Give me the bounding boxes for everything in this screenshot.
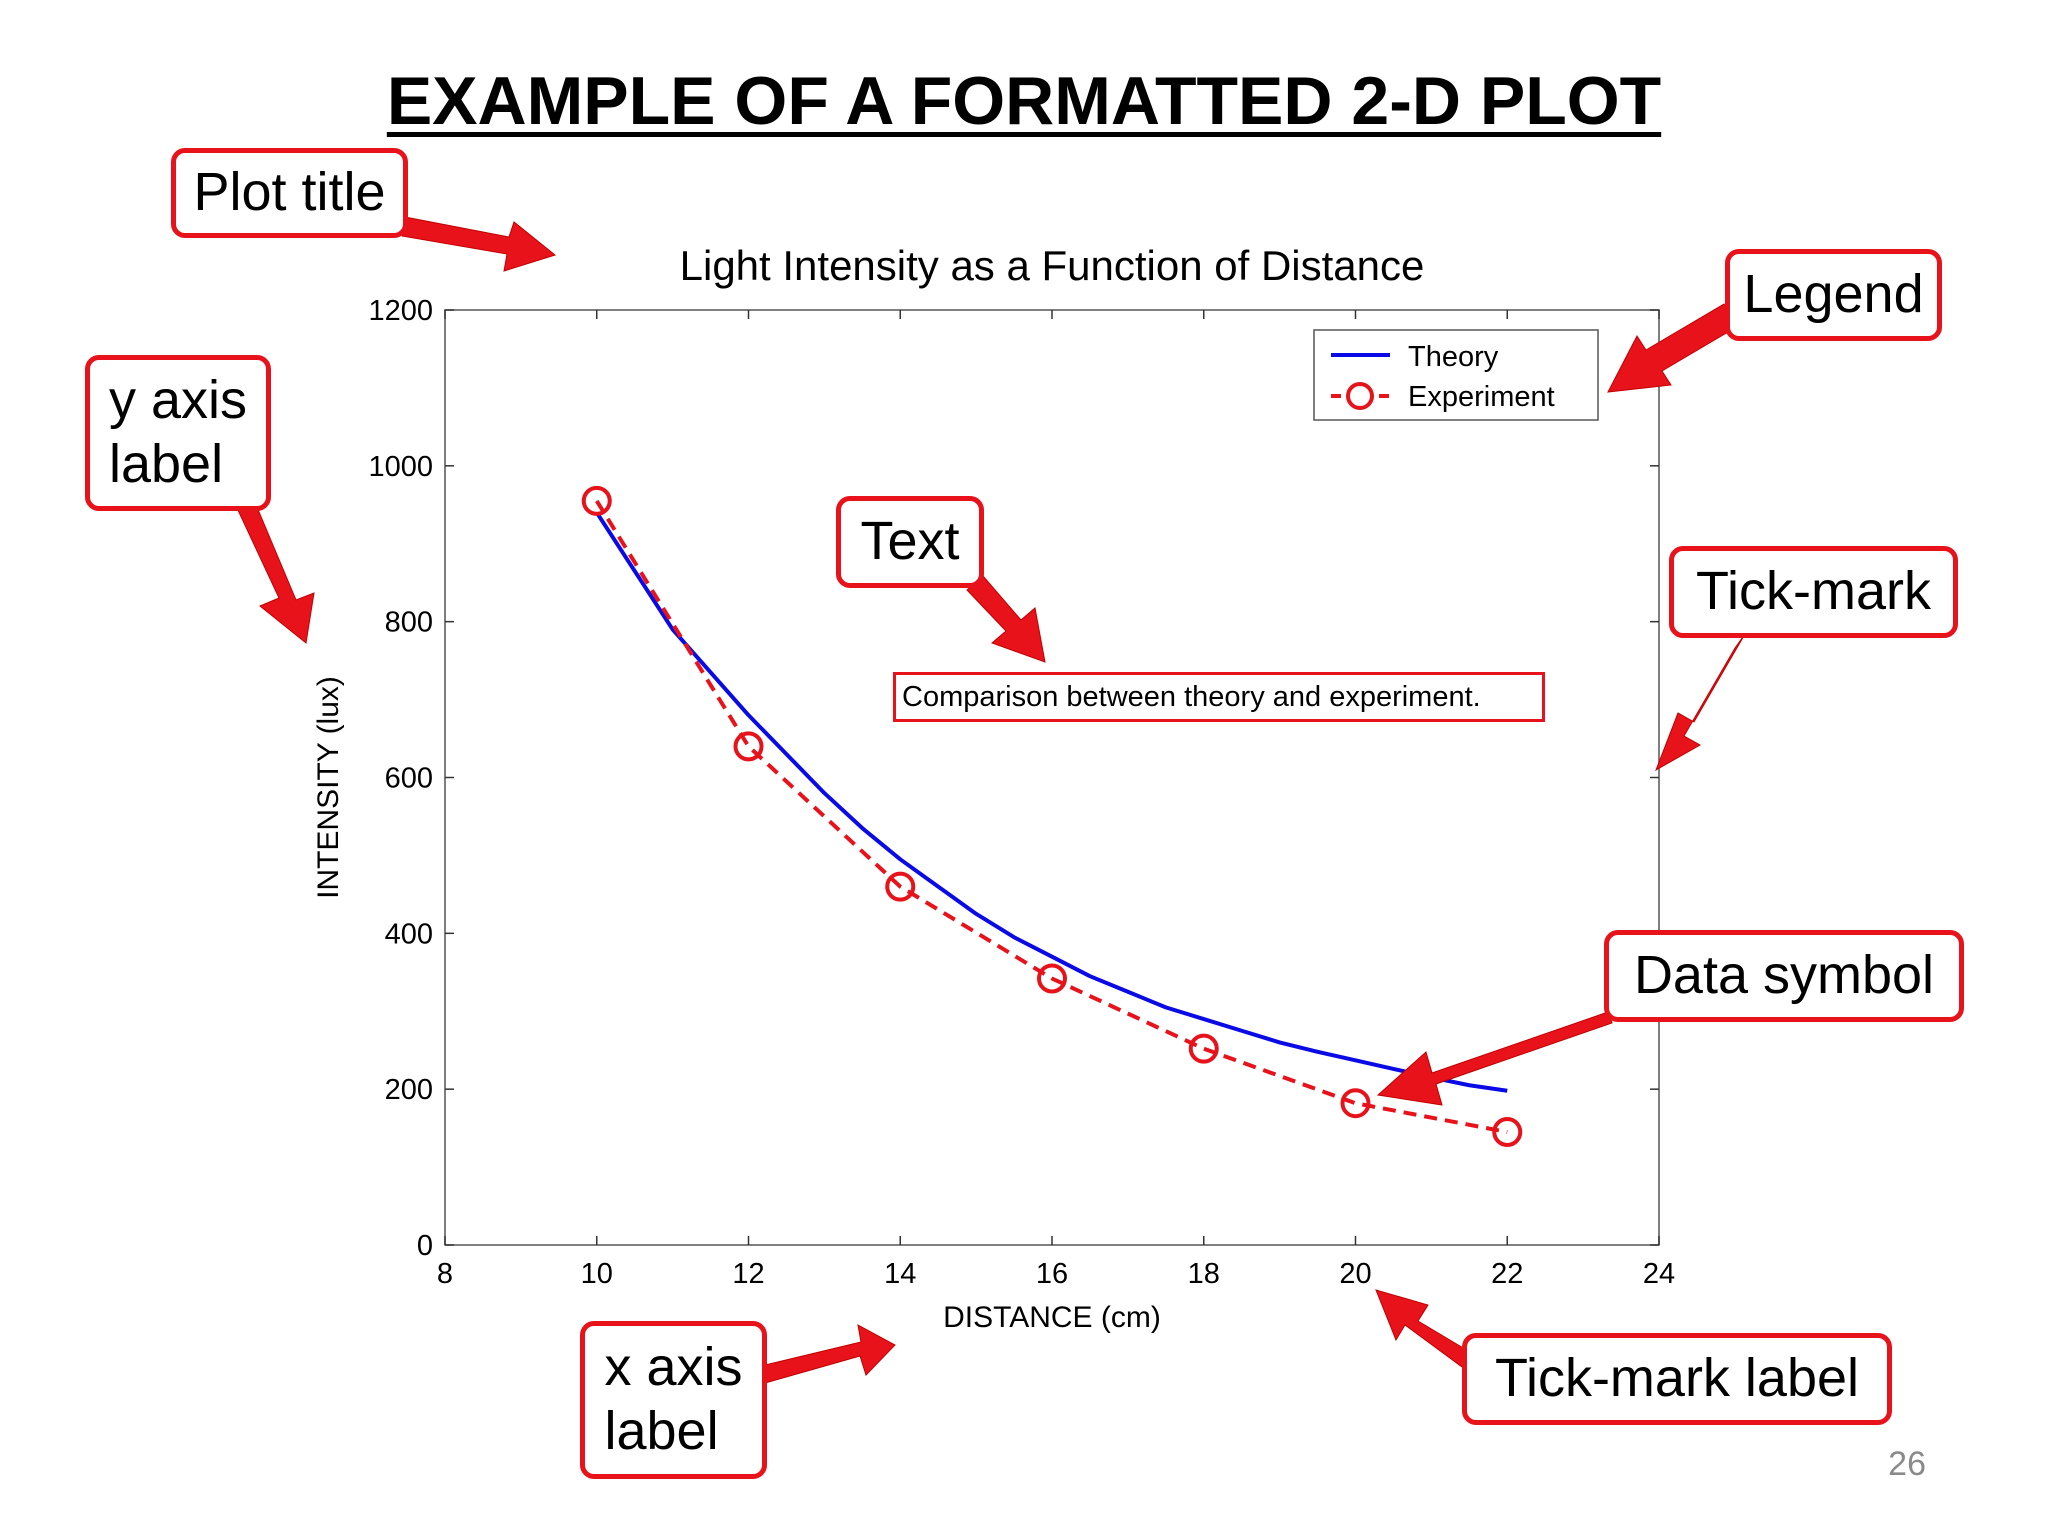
- y-axis-label: INTENSITY (lux): [312, 676, 345, 899]
- page-number: 26: [1888, 1445, 1926, 1483]
- experiment-series-line: [595, 499, 1508, 1134]
- chart-annotation-text: Comparison between theory and experiment…: [893, 672, 1545, 722]
- experiment-data-point: [1492, 1117, 1523, 1148]
- y-tick-label: 800: [385, 607, 433, 639]
- legend-callout: Legend: [1725, 249, 1942, 341]
- x-tick-label: 16: [1036, 1258, 1068, 1290]
- y-tick-label: 400: [385, 918, 433, 950]
- tick-mark-callout: Tick-mark: [1669, 546, 1958, 638]
- data-symbol-callout: Data symbol: [1604, 930, 1964, 1022]
- legend-experiment-marker: [1346, 382, 1374, 410]
- experiment-data-point: [1037, 963, 1067, 994]
- x-tick-label: 10: [581, 1258, 613, 1290]
- y-tick-label: 0: [417, 1230, 433, 1262]
- chart-title: Light Intensity as a Function of Distanc…: [680, 242, 1425, 289]
- text-callout: Text: [836, 496, 984, 588]
- plot-title-callout: Plot title: [171, 148, 408, 238]
- y-tick-label: 1000: [368, 451, 433, 483]
- y-axis-label-callout: y axis label: [85, 355, 271, 511]
- experiment-data-point: [581, 485, 612, 516]
- theory-series-line: [595, 511, 1508, 1093]
- legend-theory-label: Theory: [1408, 341, 1499, 373]
- experiment-data-point: [1188, 1033, 1219, 1064]
- x-tick-label: 20: [1339, 1258, 1371, 1290]
- y-tick-label: 200: [385, 1074, 433, 1106]
- x-tick-label: 18: [1188, 1258, 1220, 1290]
- x-tick-label: 12: [732, 1258, 764, 1290]
- plot-area-frame: [444, 309, 1660, 1246]
- x-tick-label: 22: [1491, 1258, 1523, 1290]
- slide-title: EXAMPLE OF A FORMATTED 2-D PLOT: [386, 63, 1662, 139]
- tick-mark-label-callout: Tick-mark label: [1462, 1333, 1892, 1425]
- x-axis-label-callout: x axis label: [580, 1321, 767, 1479]
- experiment-data-point: [1340, 1088, 1371, 1119]
- x-tick-label: 14: [884, 1258, 916, 1290]
- y-tick-label: 1200: [368, 295, 433, 327]
- x-tick-label: 24: [1643, 1258, 1675, 1290]
- experiment-data-point: [885, 871, 916, 902]
- legend-experiment-label: Experiment: [1408, 381, 1555, 413]
- experiment-data-point: [733, 731, 764, 762]
- x-tick-label: 8: [437, 1258, 453, 1290]
- y-tick-label: 600: [385, 763, 433, 795]
- x-axis-label: DISTANCE (cm): [943, 1301, 1161, 1334]
